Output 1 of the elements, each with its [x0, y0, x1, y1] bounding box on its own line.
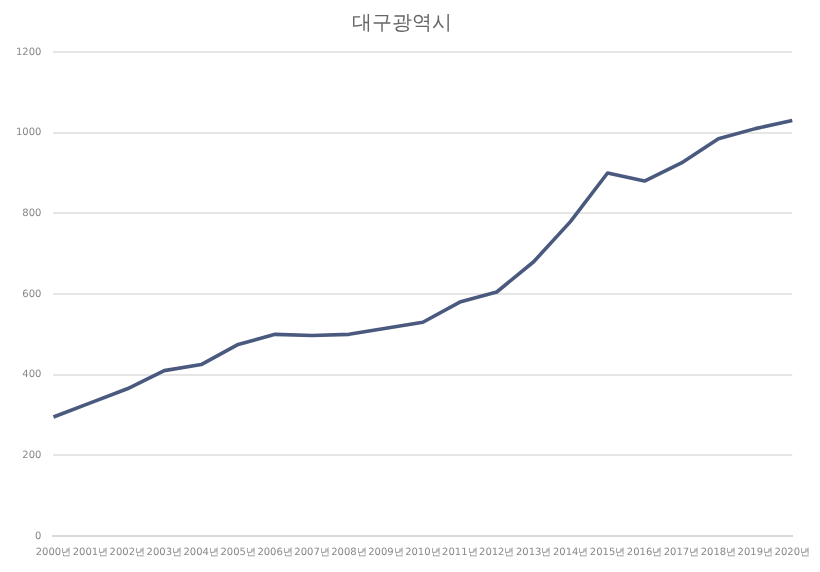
- chart-title: 대구광역시: [352, 13, 452, 36]
